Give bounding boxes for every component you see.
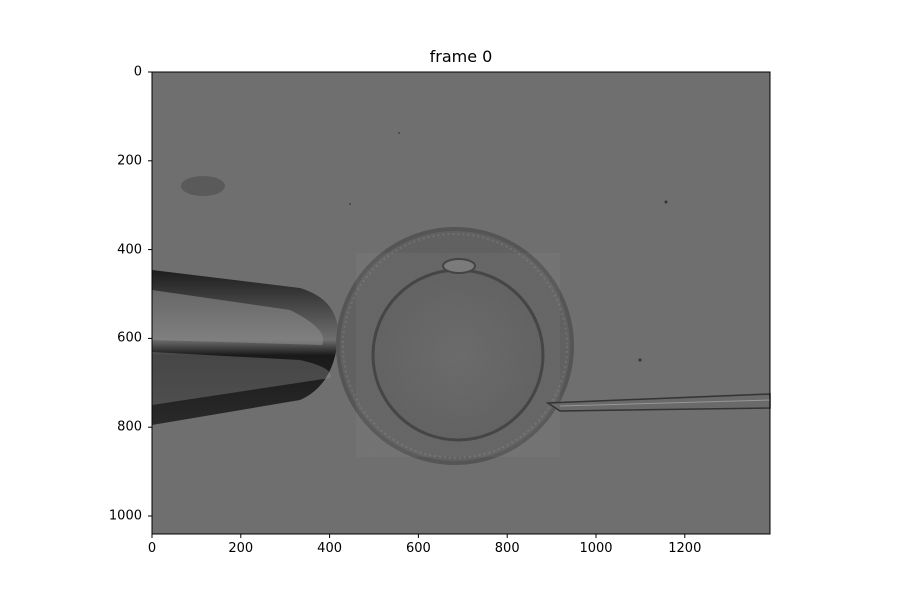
holding-pipette bbox=[152, 270, 339, 425]
oocyte-cell bbox=[336, 227, 574, 465]
plot-title: frame 0 bbox=[429, 47, 493, 66]
y-tick-label: 800 bbox=[117, 419, 142, 435]
x-tick-label: 1200 bbox=[668, 541, 702, 556]
x-tick-label: 0 bbox=[147, 541, 157, 556]
y-tick-label: 600 bbox=[117, 330, 142, 346]
x-tick-label: 200 bbox=[228, 541, 254, 556]
y-tick-label: 0 bbox=[133, 64, 142, 80]
polar-body-icon bbox=[442, 258, 476, 274]
axes-frame bbox=[151, 71, 771, 535]
x-axis bbox=[151, 534, 686, 538]
y-tick-label: 200 bbox=[117, 153, 142, 169]
y-tick-label: 1000 bbox=[108, 508, 142, 524]
x-tick-label: 600 bbox=[405, 541, 431, 556]
x-tick-label: 400 bbox=[317, 541, 343, 556]
x-tick-label: 800 bbox=[494, 541, 520, 556]
debris-speck-icon bbox=[181, 176, 225, 196]
y-axis bbox=[148, 71, 152, 517]
x-tick-label: 1000 bbox=[579, 541, 613, 556]
y-tick-label: 400 bbox=[117, 242, 142, 258]
microscope-image bbox=[152, 72, 771, 534]
